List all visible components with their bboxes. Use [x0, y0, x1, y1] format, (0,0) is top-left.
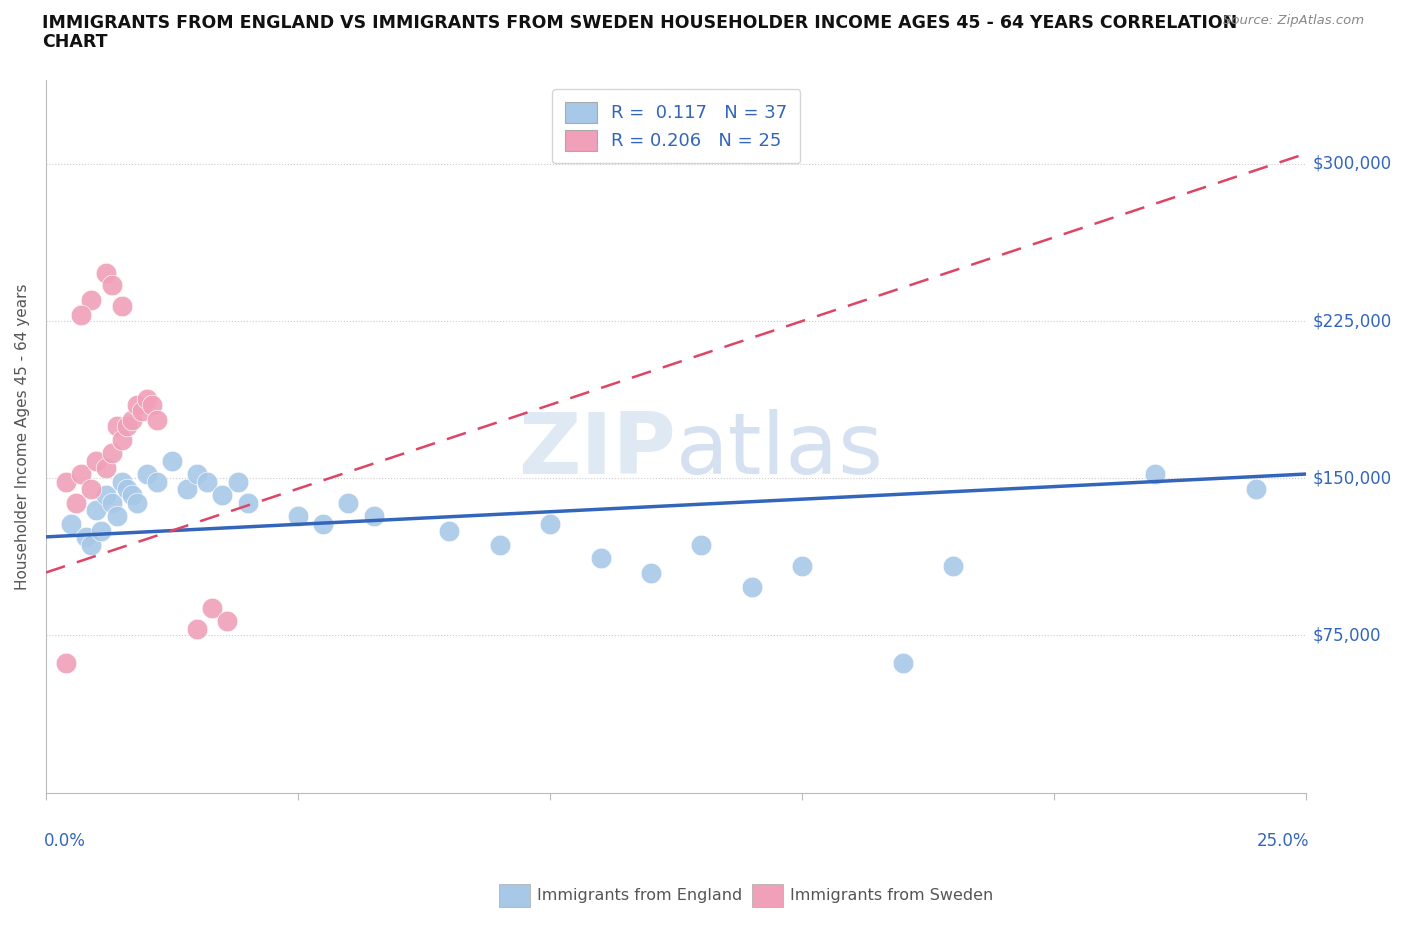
Point	[100, 445, 122, 460]
Point	[121, 412, 143, 427]
Point	[186, 621, 208, 636]
Point	[488, 538, 510, 552]
Point	[690, 538, 713, 552]
Point	[589, 551, 612, 565]
Point	[211, 487, 233, 502]
Point	[1144, 467, 1167, 482]
Text: Source: ZipAtlas.com: Source: ZipAtlas.com	[1223, 14, 1364, 27]
Point	[100, 278, 122, 293]
Point	[186, 467, 208, 482]
Point	[115, 481, 138, 496]
Text: 25.0%: 25.0%	[1257, 831, 1309, 850]
Point	[160, 454, 183, 469]
Point	[287, 509, 309, 524]
Point	[135, 392, 157, 406]
Text: $225,000: $225,000	[1313, 312, 1392, 330]
Point	[70, 467, 93, 482]
Point	[115, 418, 138, 433]
Point	[538, 517, 561, 532]
Point	[86, 454, 108, 469]
Point	[80, 538, 103, 552]
Point	[80, 481, 103, 496]
Point	[100, 496, 122, 511]
Point	[55, 475, 77, 490]
Point	[195, 475, 218, 490]
Point	[75, 529, 97, 544]
Point	[125, 496, 148, 511]
Point	[86, 502, 108, 517]
Point	[217, 613, 239, 628]
Point	[96, 265, 118, 280]
Point	[792, 559, 814, 574]
Point	[96, 487, 118, 502]
Point	[121, 487, 143, 502]
Point	[337, 496, 360, 511]
Point	[741, 579, 763, 594]
Point	[312, 517, 335, 532]
Point	[942, 559, 965, 574]
Point	[65, 496, 87, 511]
Text: ZIP: ZIP	[519, 409, 676, 492]
Legend: R =  0.117   N = 37, R = 0.206   N = 25: R = 0.117 N = 37, R = 0.206 N = 25	[553, 89, 800, 164]
Text: Immigrants from England: Immigrants from England	[537, 888, 742, 903]
Point	[141, 397, 163, 412]
Point	[90, 524, 112, 538]
Point	[125, 397, 148, 412]
Point	[226, 475, 249, 490]
Point	[96, 460, 118, 475]
Point	[891, 655, 914, 670]
Text: $150,000: $150,000	[1313, 470, 1392, 487]
Text: atlas: atlas	[676, 409, 884, 492]
Point	[110, 299, 132, 313]
Point	[176, 481, 198, 496]
Y-axis label: Householder Income Ages 45 - 64 years: Householder Income Ages 45 - 64 years	[15, 283, 30, 590]
Text: $75,000: $75,000	[1313, 627, 1381, 644]
Point	[105, 418, 128, 433]
Point	[110, 475, 132, 490]
Point	[439, 524, 461, 538]
Text: 0.0%: 0.0%	[44, 831, 86, 850]
Point	[110, 433, 132, 448]
Point	[146, 412, 169, 427]
Point	[70, 307, 93, 322]
Point	[60, 517, 83, 532]
Text: CHART: CHART	[42, 33, 108, 50]
Point	[131, 404, 153, 418]
Point	[640, 565, 662, 580]
Point	[80, 293, 103, 308]
Point	[105, 509, 128, 524]
Point	[55, 655, 77, 670]
Point	[236, 496, 259, 511]
Point	[135, 467, 157, 482]
Text: IMMIGRANTS FROM ENGLAND VS IMMIGRANTS FROM SWEDEN HOUSEHOLDER INCOME AGES 45 - 6: IMMIGRANTS FROM ENGLAND VS IMMIGRANTS FR…	[42, 14, 1237, 32]
Point	[201, 601, 224, 616]
Point	[146, 475, 169, 490]
Point	[363, 509, 385, 524]
Text: Immigrants from Sweden: Immigrants from Sweden	[790, 888, 994, 903]
Point	[1244, 481, 1267, 496]
Text: $300,000: $300,000	[1313, 155, 1392, 173]
